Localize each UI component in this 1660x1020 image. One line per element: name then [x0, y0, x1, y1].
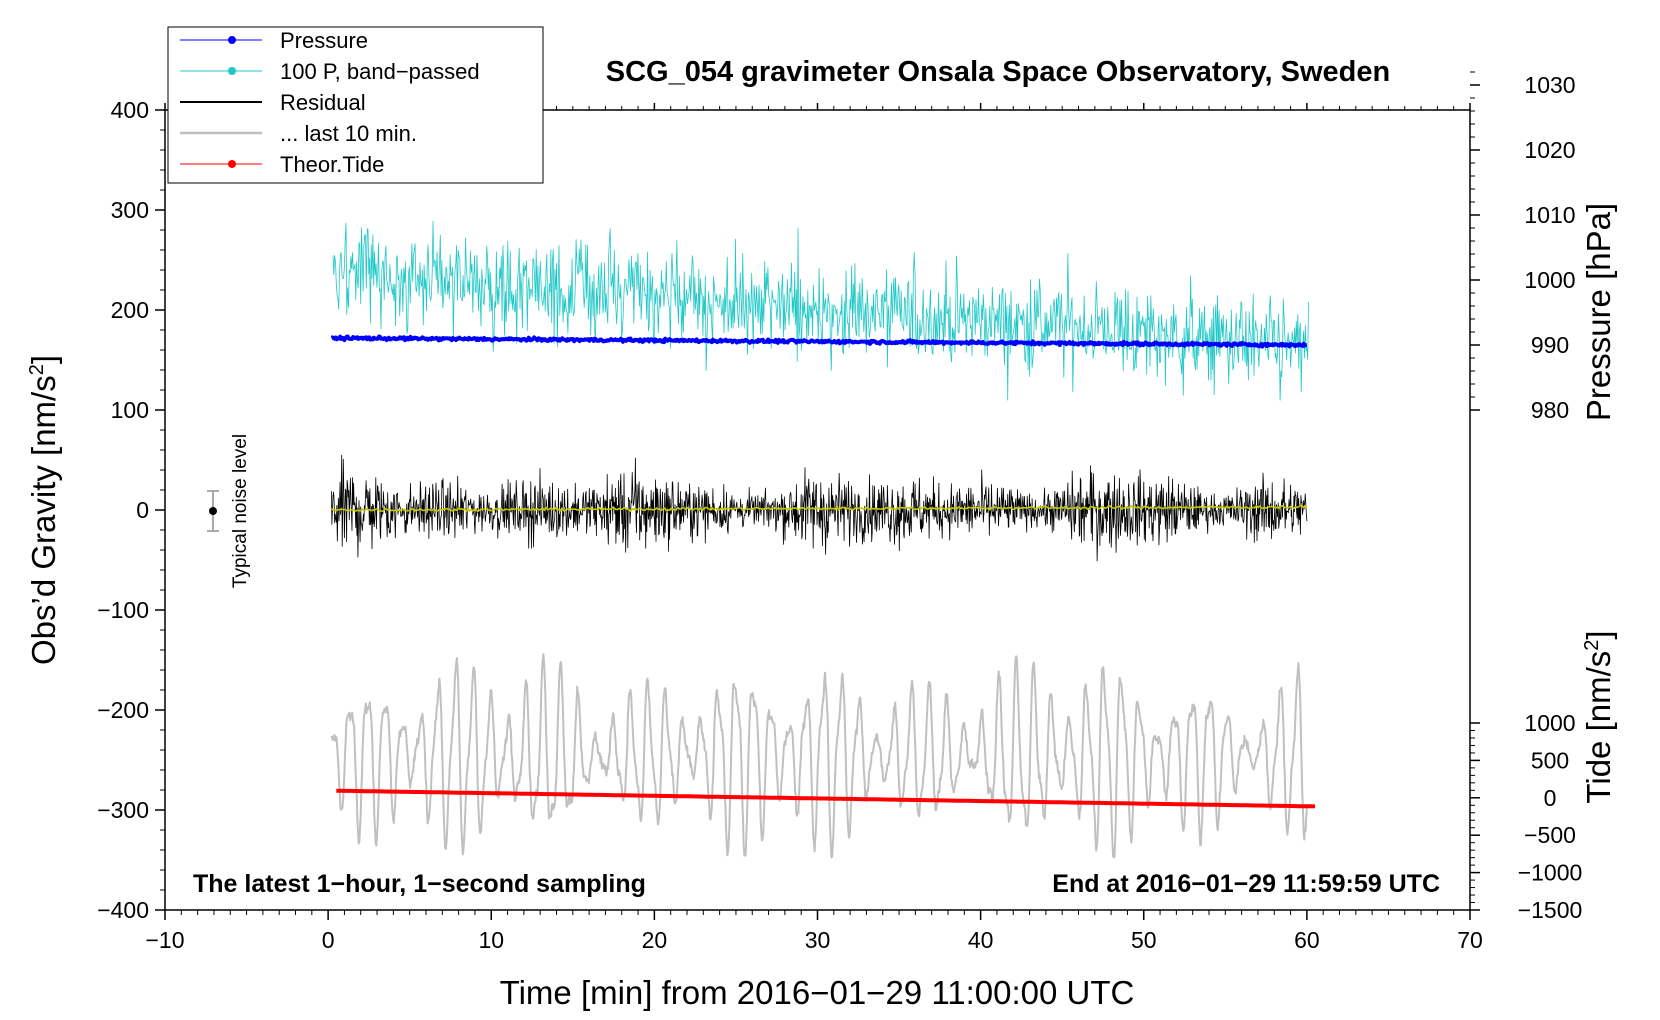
note-right: End at 2016−01−29 11:59:59 UTC — [1052, 870, 1440, 898]
note-left: The latest 1−hour, 1−second sampling — [193, 870, 646, 898]
residual-smoothed-line — [331, 504, 1308, 513]
legend-label-pressure: Pressure — [280, 28, 368, 53]
y-axis-label-left: Obs’d Gravity [nm/s2] — [25, 355, 62, 665]
legend-item-bandpassed: 100 P, band−passed — [180, 59, 480, 84]
x-tick-label: 70 — [1457, 927, 1483, 953]
y-tick-label-left: −100 — [97, 597, 149, 623]
y-axis-label-tide: Tide [nm/s2] — [1580, 630, 1617, 803]
x-tick-label: 30 — [805, 927, 831, 953]
axes-layer: −10 0 10 20 30 40 50 60 70−400−300−200−100010020… — [97, 71, 1583, 953]
tide-tick-label: −500 — [1524, 822, 1576, 848]
bandpassed-line — [332, 220, 1309, 401]
x-tick-label: 50 — [1131, 927, 1157, 953]
y-tick-label-left: 300 — [111, 197, 149, 223]
y-tick-label-left: 0 — [136, 497, 149, 523]
pressure-tick-label: 1000 — [1524, 267, 1575, 293]
pressure-tick-label: 990 — [1531, 332, 1569, 358]
legend-marker-bandpassed — [228, 67, 236, 75]
chart-title: SCG_054 gravimeter Onsala Space Observat… — [606, 56, 1390, 88]
x-tick-label: 40 — [968, 927, 994, 953]
tide-line — [336, 788, 1316, 809]
tide-tick-label: −1500 — [1518, 897, 1583, 923]
tide-tick-label: −1000 — [1518, 860, 1583, 886]
pressure-tick-label: 980 — [1531, 397, 1569, 423]
legend-marker-pressure — [228, 36, 236, 44]
x-tick-label: 20 — [642, 927, 668, 953]
y-axis-label-pressure: Pressure [hPa] — [1580, 203, 1617, 421]
legend-label-residual: Residual — [280, 90, 366, 115]
legend-label-last10: ... last 10 min. — [280, 121, 417, 146]
y-tick-label-left: −400 — [97, 897, 149, 923]
pressure-tick-label: 1010 — [1524, 202, 1575, 228]
x-tick-label: 10 — [478, 927, 504, 953]
noise-label: Typical noise level — [230, 434, 251, 588]
last10-line — [330, 653, 1308, 859]
y-tick-label-left: −300 — [97, 797, 149, 823]
legend-label-tide: Theor.Tide — [280, 152, 384, 177]
x-tick-label: 60 — [1294, 927, 1320, 953]
residual-line — [331, 454, 1308, 562]
y-tick-label-left: 200 — [111, 297, 149, 323]
tide-tick-label: 1000 — [1524, 710, 1575, 736]
legend-item-pressure: Pressure — [180, 28, 368, 53]
pressure-tick-label: 1030 — [1524, 72, 1575, 98]
x-tick-label: 0 — [322, 927, 335, 953]
noise-dot — [209, 507, 217, 515]
tide-tick-label: 500 — [1531, 747, 1569, 773]
tide-tick-label: 0 — [1544, 785, 1557, 811]
legend-box — [167, 26, 544, 184]
legend-item-tide: Theor.Tide — [180, 152, 384, 177]
y-tick-label-left: 100 — [111, 397, 149, 423]
noise-marker: Typical noise level — [207, 434, 251, 588]
legend-item-residual: Residual — [180, 90, 366, 115]
legend: Pressure 100 P, band−passed Residual ...… — [167, 26, 544, 184]
legend-marker-tide — [228, 160, 236, 168]
y-tick-label-left: 400 — [111, 97, 149, 123]
pressure-line — [330, 334, 1308, 349]
x-axis-label: Time [min] from 2016−01−29 11:00:00 UTC — [500, 974, 1135, 1011]
x-tick-label: −10 — [145, 927, 184, 953]
data-layer — [330, 220, 1316, 859]
y-tick-label-left: −200 — [97, 697, 149, 723]
legend-label-bandpassed: 100 P, band−passed — [280, 59, 480, 84]
pressure-tick-label: 1020 — [1524, 137, 1575, 163]
legend-item-last10: ... last 10 min. — [180, 121, 417, 146]
